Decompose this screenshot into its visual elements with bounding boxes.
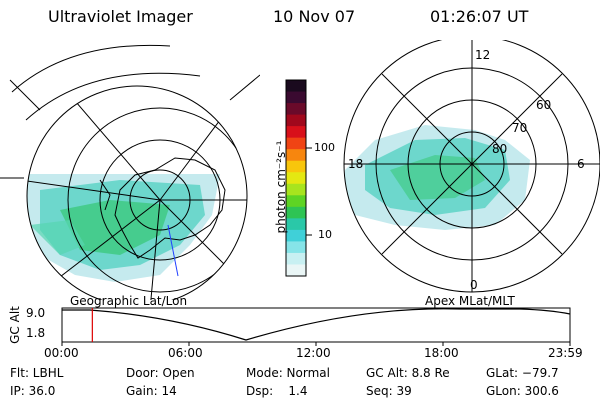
mlt-label-12: 12 xyxy=(475,48,491,62)
gc-alt-tick-high: 9.0 xyxy=(26,306,46,320)
color-scale-step xyxy=(286,80,306,93)
gc-alt-axis-label: GC Alt xyxy=(8,306,22,344)
time-tick-1200: 12:00 xyxy=(296,346,331,360)
color-scale-step xyxy=(286,183,306,196)
time-tick-1800: 18:00 xyxy=(424,346,459,360)
info-mode: Mode: Normal xyxy=(246,366,330,380)
color-scale-step xyxy=(286,264,306,277)
left-panel-caption: Geographic Lat/Lon xyxy=(70,294,188,308)
magnetic-map xyxy=(343,40,600,293)
color-scale-step xyxy=(286,218,306,231)
color-scale-step xyxy=(286,114,306,127)
info-gain: Gain: 14 xyxy=(126,384,177,398)
color-scale-step xyxy=(286,160,306,173)
color-scale-step xyxy=(286,149,306,162)
info-door: Door: Open xyxy=(126,366,195,380)
mlat-label-80: 80 xyxy=(492,142,508,156)
color-scale-step xyxy=(286,241,306,254)
mlat-label-60: 60 xyxy=(536,98,552,112)
mlt-label-6: 6 xyxy=(577,157,585,171)
color-scale-step xyxy=(286,103,306,116)
mlt-label-18: 18 xyxy=(348,157,364,171)
color-scale-step xyxy=(286,195,306,208)
mlt-label-0: 0 xyxy=(470,278,478,292)
mlat-label-70: 70 xyxy=(512,121,528,135)
color-scale-step xyxy=(286,172,306,185)
image-time: 01:26:07 UT xyxy=(430,7,529,26)
color-scale-step xyxy=(286,229,306,243)
color-scale-step xyxy=(286,91,306,104)
geographic-map xyxy=(0,44,260,300)
image-date: 10 Nov 07 xyxy=(273,7,356,26)
gc-alt-tick-low: 1.8 xyxy=(26,326,46,340)
color-scale-gradient xyxy=(286,80,306,277)
color-scale-bar xyxy=(285,79,312,277)
info-glat: GLat: −79.7 xyxy=(486,366,559,380)
color-scale-step xyxy=(286,206,306,219)
colorbar-unit-label: photon cm⁻²s⁻¹ xyxy=(274,140,288,234)
info-dsp: Dsp: 1.4 xyxy=(246,384,308,398)
right-panel-caption: Apex MLat/MLT xyxy=(425,294,515,308)
color-scale-step xyxy=(286,137,306,150)
info-seq: Seq: 39 xyxy=(366,384,412,398)
time-tick-0000: 00:00 xyxy=(44,346,79,360)
time-tick-0600: 06:00 xyxy=(168,346,203,360)
instrument-title: Ultraviolet Imager xyxy=(48,7,193,26)
info-filter: Flt: LBHL xyxy=(10,366,64,380)
gc-altitude-plot xyxy=(61,307,571,346)
color-scale-step xyxy=(286,126,306,139)
color-scale-step xyxy=(286,252,306,266)
time-tick-2359: 23:59 xyxy=(548,346,583,360)
info-glon: GLon: 300.6 xyxy=(486,384,559,398)
info-ip: IP: 36.0 xyxy=(10,384,56,398)
colorbar-tick-10: 10 xyxy=(318,228,332,241)
colorbar-tick-100: 100 xyxy=(314,141,335,154)
info-gc-alt: GC Alt: 8.8 Re xyxy=(366,366,450,380)
